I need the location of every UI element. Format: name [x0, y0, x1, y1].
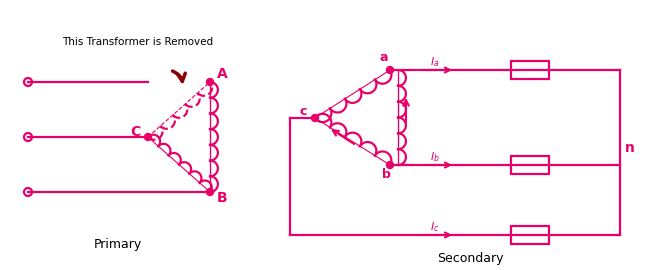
- Text: Primary: Primary: [94, 238, 142, 251]
- Circle shape: [145, 133, 152, 140]
- Circle shape: [387, 161, 393, 168]
- Text: c: c: [300, 105, 307, 118]
- Text: b: b: [382, 168, 391, 181]
- Text: $I_a$: $I_a$: [430, 55, 439, 69]
- Text: a: a: [380, 51, 389, 64]
- Circle shape: [206, 188, 214, 195]
- Text: C: C: [130, 125, 140, 139]
- Circle shape: [387, 66, 393, 73]
- Text: Secondary: Secondary: [437, 252, 503, 265]
- Text: A: A: [217, 67, 228, 81]
- Bar: [511, 156, 549, 174]
- FancyArrowPatch shape: [173, 71, 186, 81]
- Text: $I_b$: $I_b$: [430, 150, 440, 164]
- Circle shape: [311, 114, 318, 122]
- Text: B: B: [217, 191, 228, 205]
- Bar: [511, 226, 549, 244]
- Circle shape: [206, 79, 214, 86]
- Text: $I_c$: $I_c$: [430, 220, 439, 234]
- Bar: [511, 61, 549, 79]
- Text: This Transformer is Removed: This Transformer is Removed: [62, 37, 213, 47]
- Text: n: n: [625, 141, 635, 156]
